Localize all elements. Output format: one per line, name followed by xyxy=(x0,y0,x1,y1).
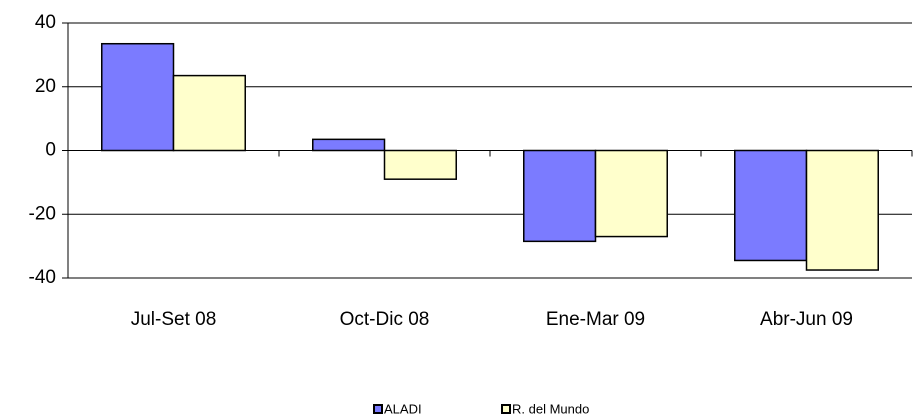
y-tick-label: -20 xyxy=(29,203,56,224)
bar xyxy=(172,74,246,152)
y-tick-label: 40 xyxy=(35,12,56,33)
bar xyxy=(805,149,879,271)
bar xyxy=(594,149,668,238)
bar xyxy=(734,149,808,262)
x-tick-label: Ene-Mar 09 xyxy=(546,309,645,330)
x-tick-label: Oct-Dic 08 xyxy=(340,309,430,330)
bar xyxy=(312,138,386,152)
legend-label: ALADI xyxy=(384,401,422,416)
y-tick-label: -40 xyxy=(29,267,56,288)
x-tick-label: Jul-Set 08 xyxy=(131,309,217,330)
legend-label: R. del Mundo xyxy=(512,401,589,416)
bar xyxy=(101,42,175,152)
y-tick-label: 0 xyxy=(45,140,56,161)
legend-swatch xyxy=(501,404,511,414)
bar xyxy=(523,149,597,243)
legend-swatch xyxy=(373,404,383,414)
x-tick-label: Abr-Jun 09 xyxy=(760,309,853,330)
y-tick-label: 20 xyxy=(35,76,56,97)
bar xyxy=(383,149,457,180)
